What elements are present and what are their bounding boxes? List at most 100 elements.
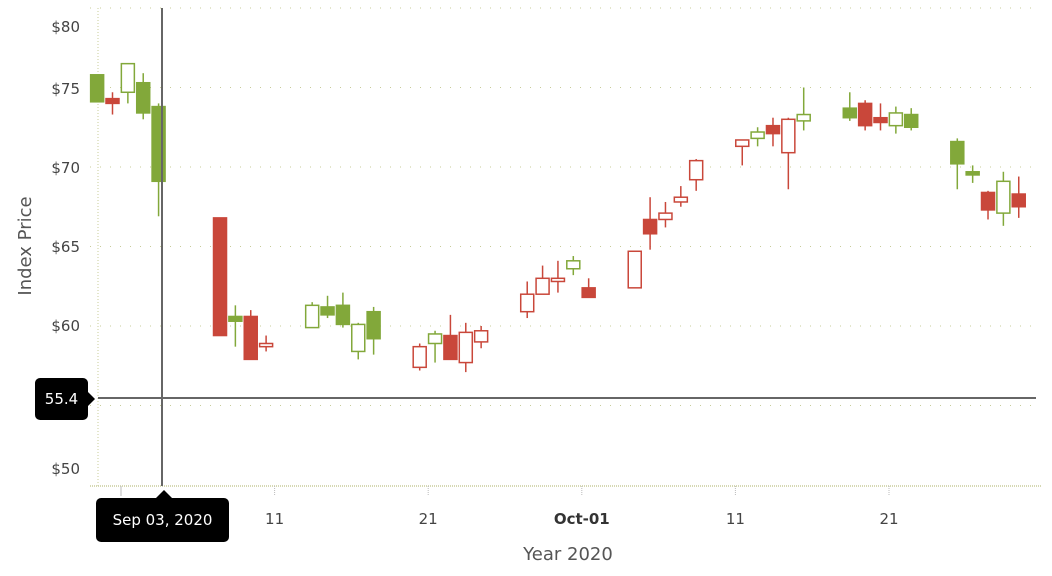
candle[interactable]	[366, 306, 381, 355]
candle[interactable]	[642, 197, 658, 250]
candle-body	[857, 102, 873, 127]
candle-body	[105, 97, 120, 105]
candle[interactable]	[888, 106, 904, 134]
candle-body	[842, 107, 858, 119]
y-tick-label: $65	[51, 238, 80, 256]
candle-body	[1011, 193, 1026, 208]
candle-body	[458, 331, 474, 364]
x-axis: 11 21 Oct-01 11 21	[120, 486, 899, 528]
candle-body	[903, 113, 919, 128]
candle-body	[412, 345, 427, 369]
candle[interactable]	[658, 201, 673, 228]
candle[interactable]	[427, 330, 443, 363]
y-crosshair-tooltip: 55.4	[35, 378, 95, 420]
x-axis-title: Year 2020	[522, 544, 613, 565]
candle[interactable]	[581, 278, 596, 299]
candle-body	[781, 118, 796, 154]
y-tick-label: $70	[51, 159, 80, 177]
candle-body	[873, 116, 888, 124]
x-tick-label: 21	[879, 510, 898, 528]
candle[interactable]	[627, 250, 642, 289]
candle[interactable]	[135, 73, 151, 120]
candle-body	[335, 304, 351, 326]
x-tick-label: 11	[265, 510, 284, 528]
candle[interactable]	[688, 159, 704, 191]
candle[interactable]	[243, 310, 258, 361]
candle-body	[120, 62, 136, 94]
candle-body	[243, 315, 258, 361]
x-tick-label: 21	[419, 510, 438, 528]
candle[interactable]	[258, 335, 274, 352]
candle-body	[228, 315, 243, 322]
candle[interactable]	[304, 302, 320, 329]
candle[interactable]	[781, 117, 796, 190]
candle-body	[750, 131, 765, 140]
candle[interactable]	[320, 295, 335, 319]
candle[interactable]	[857, 100, 873, 131]
candle[interactable]	[212, 217, 228, 337]
candle-body	[642, 218, 658, 235]
candle[interactable]	[673, 186, 689, 207]
candle-body	[427, 333, 443, 345]
candle[interactable]	[151, 103, 166, 217]
candle[interactable]	[443, 314, 458, 361]
candle-body	[688, 159, 704, 181]
candle[interactable]	[351, 322, 366, 360]
candle-body	[473, 330, 489, 343]
candle-body	[151, 105, 166, 183]
candle-body	[212, 217, 228, 337]
x-tick-label: 11	[726, 510, 745, 528]
candle[interactable]	[980, 190, 996, 220]
candle-body	[735, 139, 750, 148]
candle[interactable]	[750, 127, 765, 147]
candle-body	[765, 124, 781, 135]
y-axis-title: Index Price	[15, 196, 36, 295]
y-crosshair-value: 55.4	[44, 390, 79, 408]
candle-body	[581, 287, 596, 299]
candle[interactable]	[228, 305, 243, 347]
candle[interactable]	[550, 260, 566, 293]
candle-body	[950, 140, 965, 165]
candle-body	[304, 304, 320, 329]
candle[interactable]	[335, 292, 351, 328]
candle[interactable]	[873, 103, 888, 131]
x-crosshair-date: Sep 03, 2020	[112, 511, 213, 529]
candle-body	[658, 212, 673, 221]
candle[interactable]	[965, 165, 980, 183]
candle[interactable]	[950, 138, 965, 190]
candle[interactable]	[535, 265, 550, 295]
candle[interactable]	[765, 117, 781, 147]
candle[interactable]	[519, 281, 535, 319]
candle[interactable]	[412, 343, 427, 371]
candle[interactable]	[458, 322, 474, 373]
candle-body	[258, 342, 274, 348]
candle-body	[996, 180, 1011, 214]
crosshair	[98, 8, 1036, 486]
candle-body	[673, 196, 689, 203]
candle[interactable]	[120, 62, 136, 104]
candle[interactable]	[105, 92, 120, 115]
candle-body	[888, 112, 904, 127]
candle[interactable]	[735, 139, 750, 166]
candle[interactable]	[473, 326, 489, 349]
candle-body	[135, 81, 151, 114]
x-crosshair-tooltip: Sep 03, 2020	[96, 490, 229, 542]
candle-body	[519, 293, 535, 313]
candle[interactable]	[903, 108, 919, 131]
candle-body	[443, 334, 458, 361]
gridlines	[90, 7, 1042, 487]
candle[interactable]	[566, 256, 581, 276]
y-axis: $80 $75 $70 $65 $60 $50	[51, 18, 80, 478]
candle[interactable]	[842, 92, 858, 121]
candle[interactable]	[996, 171, 1011, 226]
candle[interactable]	[1011, 176, 1026, 218]
candle-body	[796, 113, 811, 122]
candle-body	[550, 277, 566, 283]
candle-body	[980, 191, 996, 211]
y-tick-label: $75	[51, 80, 80, 98]
candle-body	[351, 323, 366, 353]
y-tick-label: $50	[51, 460, 80, 478]
candle[interactable]	[796, 87, 811, 131]
candle[interactable]	[89, 74, 105, 103]
